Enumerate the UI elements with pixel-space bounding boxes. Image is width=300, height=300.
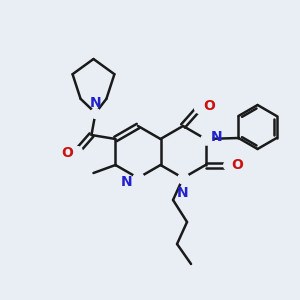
Text: N: N xyxy=(120,175,132,189)
Text: O: O xyxy=(61,146,74,160)
Text: N: N xyxy=(90,96,101,110)
Text: N: N xyxy=(177,186,189,200)
Text: O: O xyxy=(232,158,243,172)
Text: N: N xyxy=(211,130,222,144)
Text: O: O xyxy=(203,99,215,113)
